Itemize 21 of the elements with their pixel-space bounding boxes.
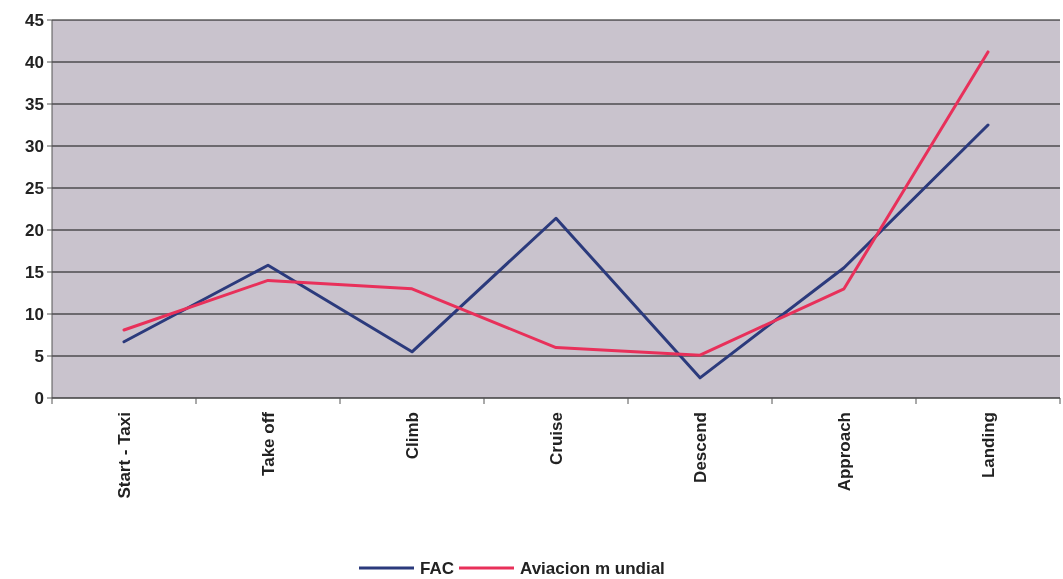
line-series — [122, 123, 990, 380]
y-tick-label: 25 — [25, 178, 44, 198]
legend-label: Aviacion m undial — [520, 558, 665, 578]
x-tick-label: Descend — [690, 412, 710, 483]
legend-label: FAC — [420, 558, 454, 578]
y-tick-label: 15 — [25, 262, 44, 282]
y-tick-label: 40 — [25, 52, 44, 72]
y-tick-label: 20 — [25, 220, 44, 240]
y-tick-label: 35 — [25, 94, 44, 114]
y-tick-label: 30 — [25, 136, 44, 156]
y-tick-label: 5 — [34, 346, 44, 366]
x-tick-label: Take off — [258, 411, 278, 476]
x-tick-label: Start - Taxi — [114, 412, 134, 499]
y-tick-label: 0 — [34, 388, 44, 408]
line-series — [122, 50, 990, 357]
x-tick-label: Climb — [402, 412, 422, 460]
y-tick-label: 45 — [25, 10, 44, 30]
x-tick-label: Landing — [978, 412, 998, 479]
y-tick-label: 10 — [25, 304, 44, 324]
x-tick-label: Approach — [834, 412, 854, 492]
x-tick-label: Cruise — [546, 412, 566, 465]
